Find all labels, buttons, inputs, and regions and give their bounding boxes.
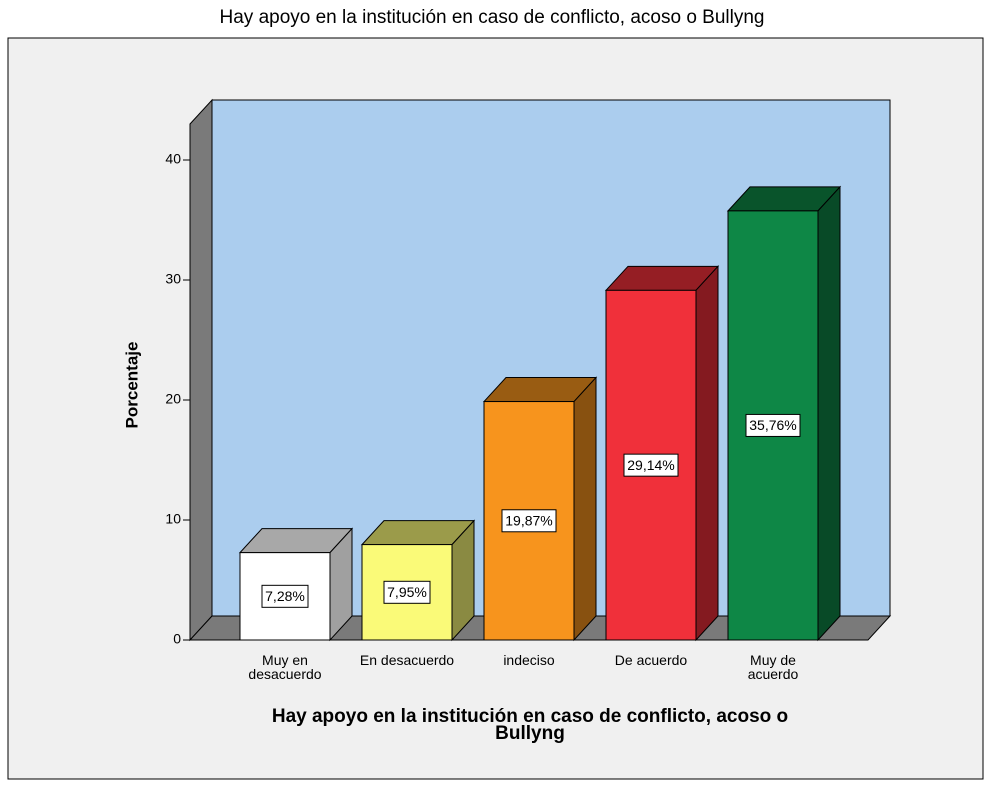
y-tick-label: 30: [165, 271, 181, 287]
y-tick-label: 0: [173, 631, 181, 647]
y-tick-label: 10: [165, 511, 181, 527]
bar: [482, 376, 598, 642]
value-label: 35,76%: [749, 417, 796, 433]
y-axis-label: Porcentaje: [122, 342, 141, 429]
side-wall: [189, 98, 213, 642]
value-label-box: [623, 453, 679, 477]
value-label-box: [261, 584, 309, 608]
x-tick-label: Muy de acuerdo: [747, 653, 799, 682]
y-tick-label: 40: [165, 151, 181, 167]
y-tick-label: 20: [165, 391, 181, 407]
value-label: 19,87%: [505, 512, 552, 528]
value-label: 29,14%: [627, 457, 674, 473]
x-tick-label-box: De acuerdo: [614, 653, 688, 668]
value-label-box: [501, 509, 557, 533]
x-tick-label-box: indeciso: [503, 653, 555, 668]
x-tick-label-box: En desacuerdo: [359, 653, 455, 668]
bar: [726, 185, 842, 642]
x-tick-label-box: Muy en desacuerdo: [248, 653, 322, 682]
value-label: 7,95%: [387, 584, 427, 600]
bar: [238, 527, 354, 642]
x-tick-label: De acuerdo: [614, 653, 688, 668]
x-tick-label-box: Muy de acuerdo: [747, 653, 799, 682]
value-label-box: [745, 413, 801, 437]
bar: [360, 519, 476, 642]
x-axis-label-box: Hay apoyo en la institución en caso de c…: [271, 708, 789, 744]
bar-side: [695, 265, 719, 642]
chart-title: Hay apoyo en la institución en caso de c…: [220, 7, 765, 28]
bar-side: [573, 376, 597, 642]
x-tick-label: En desacuerdo: [359, 653, 455, 668]
bar: [604, 265, 720, 642]
value-label: 7,28%: [265, 588, 305, 604]
x-tick-label: Muy en desacuerdo: [248, 653, 322, 682]
x-tick-label: indeciso: [503, 653, 555, 668]
value-label-box: [383, 580, 431, 604]
x-axis-label: Hay apoyo en la institución en caso de c…: [271, 708, 789, 744]
bar-side: [817, 185, 841, 642]
